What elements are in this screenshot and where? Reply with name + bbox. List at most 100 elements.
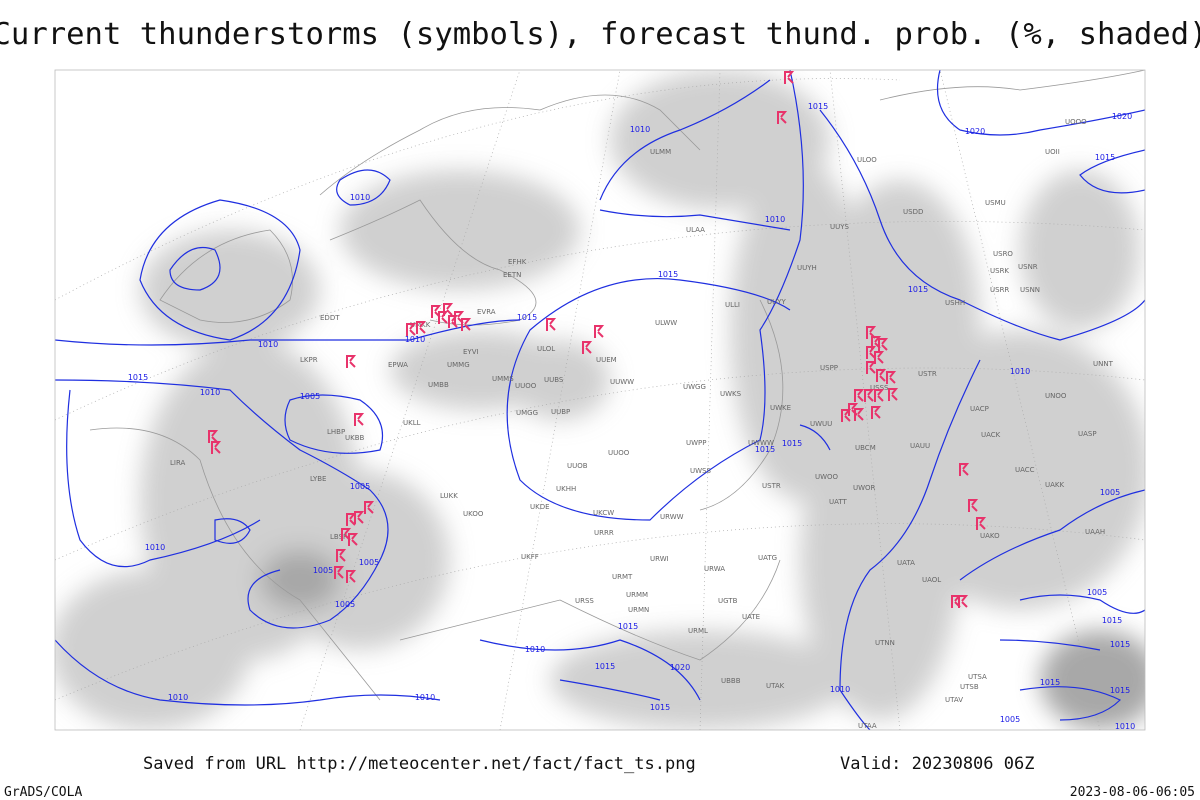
- isobar-label: 1010: [415, 693, 435, 702]
- thunderstorm-symbol: [346, 355, 357, 368]
- thunderstorm-symbol: [854, 389, 865, 402]
- isobar-label: 1010: [1010, 367, 1030, 376]
- isobar-label: 1015: [1095, 153, 1115, 162]
- station-code: USRO: [993, 250, 1013, 258]
- thunderstorm-symbol: [871, 406, 882, 419]
- station-code: UAUU: [910, 442, 930, 450]
- isobar-label: 1010: [1115, 722, 1135, 731]
- station-code: UAAH: [1085, 528, 1105, 536]
- station-code: EDDT: [320, 314, 340, 322]
- thunderstorm-symbol: [594, 325, 605, 338]
- station-code: UUEM: [596, 356, 617, 364]
- station-code: ULWW: [655, 319, 677, 327]
- isobar-label: 1015: [595, 662, 615, 671]
- thunderstorm-symbol: [346, 570, 357, 583]
- station-code: UAKK: [1045, 481, 1065, 489]
- station-code: UWKE: [770, 404, 791, 412]
- thunderstorm-symbol: [874, 389, 885, 402]
- station-code: UWUU: [810, 420, 832, 428]
- thunderstorm-symbol: [784, 71, 795, 84]
- isobar-label: 1015: [1110, 686, 1130, 695]
- station-code: UMBB: [428, 381, 449, 389]
- isobar-label: 1010: [405, 335, 425, 344]
- isobar-label: 1015: [755, 445, 775, 454]
- isobars: [55, 70, 1145, 730]
- station-code: UWOO: [815, 473, 839, 481]
- station-code: LIRA: [170, 459, 186, 467]
- station-code: UWGG: [683, 383, 706, 391]
- coastlines: [89, 70, 1145, 701]
- thunderstorm-symbols: [208, 71, 987, 608]
- station-code: UTSB: [960, 683, 979, 691]
- isobar-label: 1020: [670, 663, 690, 672]
- station-code: UTAA: [858, 722, 877, 730]
- station-code: UKBB: [345, 434, 365, 442]
- thunderstorm-symbol: [364, 501, 375, 514]
- station-code: UKFF: [521, 553, 539, 561]
- isobar-label: 1010: [350, 193, 370, 202]
- thunderstorm-symbol: [888, 388, 899, 401]
- station-code: UUYS: [830, 223, 850, 231]
- station-code: UUOO: [515, 382, 537, 390]
- station-code: URML: [688, 627, 708, 635]
- station-code: LYBE: [310, 475, 326, 483]
- station-code: UMMS: [492, 375, 514, 383]
- station-code: UBBB: [721, 677, 741, 685]
- thunderstorm-symbol: [416, 321, 427, 334]
- station-code: URWI: [650, 555, 669, 563]
- probability-shading: [55, 70, 1145, 730]
- thunderstorm-symbol: [777, 111, 788, 124]
- station-code: UKDE: [530, 503, 550, 511]
- thunderstorm-symbol: [546, 318, 557, 331]
- thunderstorm-symbol: [958, 595, 969, 608]
- thunderstorm-symbol: [968, 499, 979, 512]
- thunderstorm-symbol: [878, 338, 889, 351]
- station-code: ULOO: [857, 156, 877, 164]
- thunderstorm-symbol: [461, 318, 472, 331]
- thunderstorm-symbol: [582, 341, 593, 354]
- thunderstorm-symbol: [874, 351, 885, 364]
- station-code: USMU: [985, 199, 1006, 207]
- isobar-label: 1010: [830, 685, 850, 694]
- station-code: UNOO: [1045, 392, 1067, 400]
- station-code: USDD: [903, 208, 923, 216]
- thunderstorm-symbol: [354, 413, 365, 426]
- lat-lon-grid: [55, 70, 1145, 730]
- isobar-labels: 1010 1015 1020 1020 1015 1010 1010 1015 1015 1015…: [128, 102, 1135, 731]
- station-code: UMMG: [447, 361, 470, 369]
- station-code: USTR: [918, 370, 937, 378]
- station-code: UWSS: [690, 467, 711, 475]
- station-code: UATG: [758, 554, 777, 562]
- credit: GrADS/COLA: [4, 785, 82, 800]
- station-code: UACK: [981, 431, 1001, 439]
- thunderstorm-symbol: [886, 371, 897, 384]
- isobar-label: 1005: [1087, 588, 1107, 597]
- station-code: UUBP: [551, 408, 570, 416]
- thunderstorm-symbol: [448, 315, 459, 328]
- isobar-label: 1005: [1100, 488, 1120, 497]
- station-code: LHBP: [327, 428, 345, 436]
- station-code: ULMM: [650, 148, 671, 156]
- saved-url: Saved from URL http://meteocenter.net/fa…: [143, 754, 696, 774]
- station-code: ULAA: [686, 226, 705, 234]
- station-code: UAKO: [980, 532, 1000, 540]
- isobar-label: 1010: [258, 340, 278, 349]
- isobar-label: 1020: [1112, 112, 1132, 121]
- isobar-label: 1005: [313, 566, 333, 575]
- isobar-label: 1020: [965, 127, 985, 136]
- isobar-label: 1015: [782, 439, 802, 448]
- station-code: USTR: [762, 482, 781, 490]
- isobar-label: 1005: [1000, 715, 1020, 724]
- thunderstorm-symbol: [866, 361, 877, 374]
- station-code: LBSF: [330, 533, 347, 541]
- isobar-label: 1015: [128, 373, 148, 382]
- thunderstorm-symbol: [334, 566, 345, 579]
- isobar-label: 1015: [618, 622, 638, 631]
- station-code: UKLL: [403, 419, 421, 427]
- isobar-label: 1015: [1110, 640, 1130, 649]
- isobar-label: 1015: [908, 285, 928, 294]
- station-code: UBCM: [855, 444, 876, 452]
- station-code: UKCW: [593, 509, 614, 517]
- thunderstorm-symbol: [864, 389, 875, 402]
- title: Current thunderstorms (symbols), forecas…: [0, 17, 1200, 52]
